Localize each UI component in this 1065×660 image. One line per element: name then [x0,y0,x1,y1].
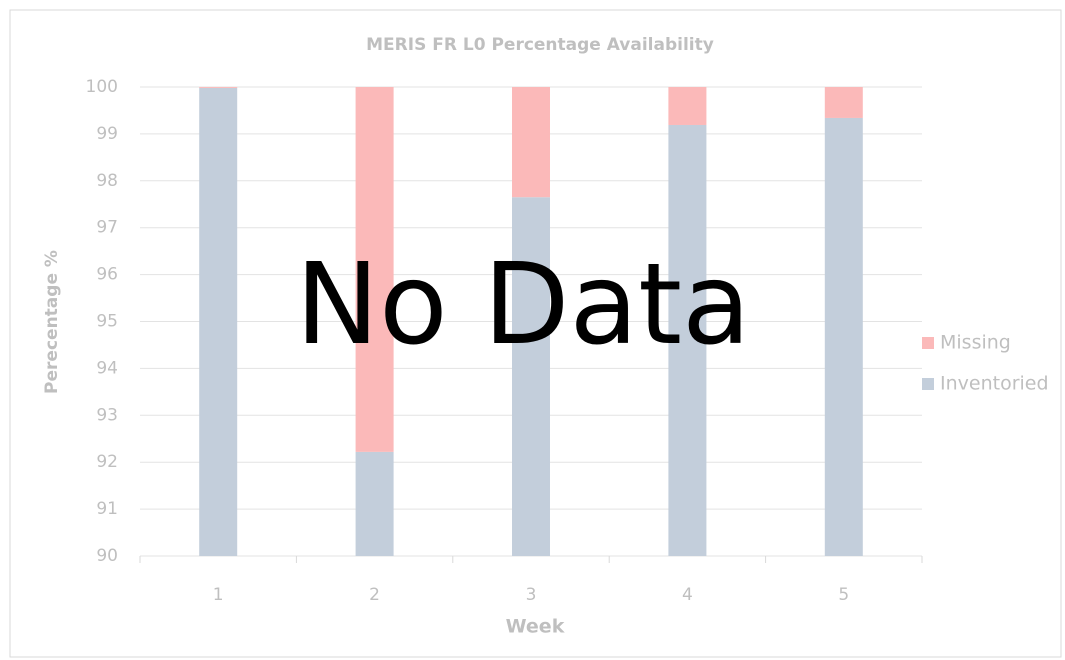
bar-segment [355,451,394,556]
x-tick-label: 5 [838,585,849,605]
y-tick-label: 100 [86,77,118,97]
y-tick-label: 90 [96,546,118,566]
x-axis-label: Week [506,616,565,638]
annotation: No Data [295,240,750,370]
bar-segment [199,87,238,557]
chart-title: MERIS FR L0 Percentage Availability [366,35,714,55]
legend-swatch [922,337,934,349]
x-tick-label: 3 [526,585,537,605]
legend-swatch [922,378,934,390]
bar-segment [824,87,863,118]
y-axis-label: Perecentage % [42,250,62,394]
bar-segment [199,87,238,88]
legend-label: Missing [940,332,1011,354]
x-tick-label: 1 [213,585,224,605]
y-tick-label: 98 [96,171,118,191]
y-tick-label: 93 [96,405,118,425]
y-tick-label: 95 [96,312,118,332]
y-tick-label: 99 [96,124,118,144]
y-tick-label: 96 [96,265,118,285]
bar-segment [668,87,707,125]
x-tick-label: 4 [682,585,693,605]
y-tick-label: 91 [96,499,118,519]
bar-segment [512,197,550,556]
y-tick-label: 94 [96,358,118,378]
x-tick-label: 2 [369,585,380,605]
y-tick-label: 92 [96,452,118,472]
legend-label: Inventoried [940,373,1049,395]
y-tick-label: 97 [96,218,118,238]
bar-segment [355,87,394,452]
bar-segment [668,124,707,556]
bar-segment [512,87,550,198]
bar-segment [824,117,863,556]
